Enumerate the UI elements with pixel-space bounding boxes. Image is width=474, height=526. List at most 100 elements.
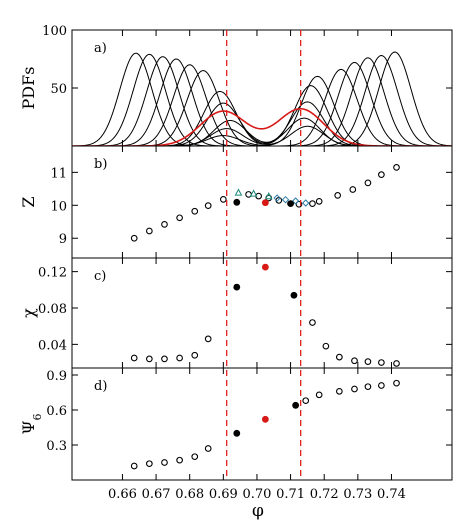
x-tick-label: 0.71 <box>276 487 305 502</box>
data-point <box>191 207 199 215</box>
pdf-curve <box>72 53 452 146</box>
y-tick-label: 0.08 <box>38 302 67 317</box>
x-axis-label: φ <box>252 501 264 521</box>
pdf-curve <box>72 102 452 146</box>
panel-c: 0.04 0.08 0.12 c) χ <box>19 257 453 369</box>
filled-point-transition <box>261 263 269 271</box>
y-axis-label: χ <box>19 308 38 318</box>
data-point <box>302 397 310 405</box>
x-tick-label: 0.70 <box>242 487 271 502</box>
data-point <box>364 358 372 365</box>
data-point <box>204 202 212 209</box>
pdf-curve <box>72 61 452 146</box>
panel-a: 50 100 a) PDFs <box>19 24 453 147</box>
panel-b: 9 10 11 b) Z <box>19 145 453 259</box>
pdf-curve <box>72 68 452 146</box>
pdf-curve <box>72 55 452 146</box>
y-tick-label: 0.04 <box>38 338 67 353</box>
triangle-point <box>249 189 258 197</box>
filled-point <box>233 283 241 291</box>
pdf-curve <box>72 58 452 146</box>
y-axis-label: PDFs <box>19 67 38 110</box>
filled-point <box>233 198 241 206</box>
y-tick-label: 10 <box>50 199 67 214</box>
y-tick-label: 50 <box>50 82 67 97</box>
data-point <box>393 379 400 387</box>
data-point <box>176 354 183 362</box>
data-point <box>349 186 357 193</box>
triangle-point <box>234 188 243 196</box>
data-point <box>335 353 343 361</box>
pdf-curve <box>72 51 452 146</box>
pdf-curve <box>72 75 452 146</box>
diamond-point <box>291 197 300 205</box>
diamond-point <box>281 195 290 204</box>
data-point <box>161 355 168 363</box>
pdf-curve <box>72 52 452 146</box>
filled-point <box>233 429 241 437</box>
diamond-point <box>302 199 310 207</box>
y-tick-label: 0.6 <box>46 404 67 419</box>
y-axis-label: Z <box>19 196 38 207</box>
plot-area <box>130 164 400 242</box>
y-tick-label: 11 <box>50 166 67 181</box>
y-tick-label: 0.9 <box>46 369 67 384</box>
data-point <box>378 171 385 179</box>
data-point <box>130 462 138 470</box>
data-point <box>130 234 138 242</box>
data-point <box>315 391 323 399</box>
panel-d: 0.3 0.6 0.9 d) Ψ6 <box>19 367 453 481</box>
pdf-curve <box>72 101 452 146</box>
x-tick-label: 0.74 <box>377 487 406 502</box>
plot-area <box>130 263 400 367</box>
y-tick-label: 100 <box>42 24 67 39</box>
data-point <box>161 459 168 466</box>
data-point <box>176 456 183 464</box>
y-axis-label: Ψ6 <box>19 413 44 434</box>
data-point <box>145 227 153 235</box>
pdf-curve <box>72 57 452 146</box>
panel-frame <box>71 367 453 481</box>
data-point <box>364 179 372 187</box>
data-point <box>191 453 199 461</box>
filled-point <box>287 200 294 208</box>
filled-point <box>292 401 300 409</box>
panel-label: c) <box>94 269 106 284</box>
data-point <box>204 445 212 452</box>
panel-frame <box>71 145 453 259</box>
pdf-curve-transition <box>72 107 452 146</box>
y-tick-label: 9 <box>59 232 67 247</box>
x-tick-label: 0.69 <box>209 487 238 502</box>
panel-label: d) <box>94 379 107 394</box>
x-tick-label: 0.67 <box>142 487 171 502</box>
pdf-curve <box>72 90 452 146</box>
data-point <box>334 192 342 199</box>
filled-point-transition <box>261 415 269 423</box>
filled-point <box>290 291 298 299</box>
data-point <box>322 342 330 350</box>
data-point <box>161 221 168 228</box>
panel-label: b) <box>94 157 107 172</box>
panel-frame <box>71 257 453 369</box>
diamond-point <box>273 194 281 202</box>
data-point <box>191 351 199 359</box>
data-point <box>309 319 316 326</box>
panels: 50 100 a) PDFs 9 10 11 b) Z 0.04 0.08 0.12 c) χ 0.3 0.6… <box>19 24 453 481</box>
data-point <box>176 214 183 222</box>
data-point <box>309 200 316 207</box>
y-tick-label: 0.3 <box>46 439 67 454</box>
x-tick-label: 0.73 <box>343 487 372 502</box>
data-point <box>351 385 358 393</box>
data-point <box>393 164 400 171</box>
data-point <box>393 360 400 367</box>
data-point <box>378 382 385 389</box>
plot-area <box>130 379 400 470</box>
y-axis-label-subscript: 6 <box>31 413 44 420</box>
phase-boundary-lines <box>226 30 302 480</box>
data-point <box>204 335 212 343</box>
data-point <box>145 355 153 363</box>
x-tick-label: 0.72 <box>310 487 339 502</box>
pdf-curve <box>72 56 452 146</box>
data-point <box>335 387 343 395</box>
